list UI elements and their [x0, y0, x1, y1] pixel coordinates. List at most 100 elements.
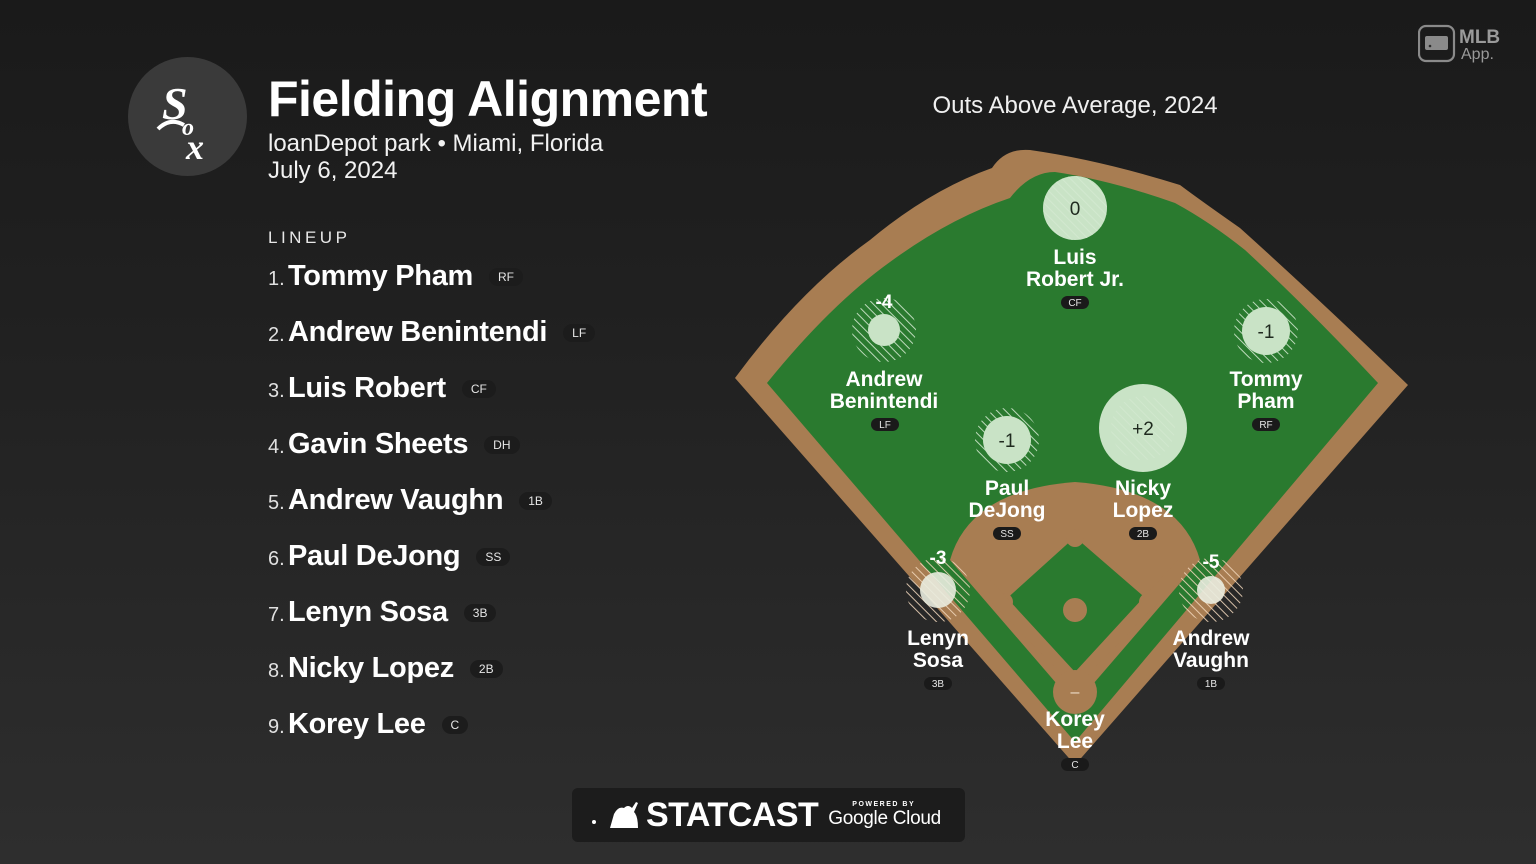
batting-order: 5.: [268, 492, 285, 514]
field-title: Outs Above Average, 2024: [932, 92, 1218, 119]
batting-order: 3.: [268, 380, 285, 402]
fielder-name-2: Lee: [1057, 730, 1093, 753]
player-name: Tommy Pham: [288, 260, 474, 292]
team-logo: S o x: [128, 57, 247, 176]
position-badge: RF: [1259, 420, 1272, 431]
batting-order: 8.: [268, 660, 285, 682]
fielder-name-2: Pham: [1237, 390, 1294, 413]
outfield-grass: [767, 172, 1378, 742]
player-name: Korey Lee: [288, 708, 426, 740]
oaa-value: +2: [1132, 419, 1154, 440]
svg-text:MLB: MLB: [1459, 27, 1500, 48]
powered-by-label: POWERED BY: [852, 800, 916, 808]
position-badge: SS: [476, 548, 511, 566]
svg-text:o: o: [182, 115, 194, 141]
mlb-batter-icon: [610, 802, 638, 828]
statcast-badge: STATCAST POWERED BY Google Cloud: [572, 788, 965, 842]
batting-order: 7.: [268, 604, 285, 626]
lineup-item: 2. Andrew Benintendi LF: [268, 316, 596, 372]
oaa-value: -1: [1258, 322, 1275, 343]
fielder-name-1: Luis: [1053, 246, 1096, 269]
position-badge: SS: [1000, 529, 1014, 540]
lineup-item: 7. Lenyn Sosa 3B: [268, 596, 595, 652]
batting-order: 4.: [268, 436, 285, 458]
position-badge: DH: [484, 436, 520, 454]
position-badge: 1B: [519, 492, 552, 510]
google-cloud-label: Google Cloud: [828, 807, 941, 829]
fielder-name-2: Lopez: [1113, 499, 1174, 522]
oaa-value: 0: [1070, 199, 1081, 220]
lineup-item: 5. Andrew Vaughn 1B: [268, 484, 595, 540]
white-sox-logo-icon: S o x: [156, 78, 204, 167]
fielder-name-1: Paul: [985, 477, 1029, 500]
oaa-value: -3: [930, 548, 947, 569]
svg-text:App.: App.: [1461, 46, 1494, 63]
fielder-name-1: Andrew: [845, 368, 923, 391]
fielder-name-2: Robert Jr.: [1026, 268, 1124, 291]
player-name: Paul DeJong: [288, 540, 461, 572]
venue-text: loanDepot park • Miami, Florida: [268, 130, 604, 157]
oaa-value: -1: [999, 431, 1016, 452]
player-name: Luis Robert: [288, 372, 446, 404]
fielder-name-2: Sosa: [913, 649, 964, 672]
fielder-name-2: Vaughn: [1173, 649, 1249, 672]
position-badge: LF: [879, 420, 891, 431]
statcast-wordmark: STATCAST: [646, 795, 819, 834]
batting-order: 9.: [268, 716, 285, 738]
lineup-label: LINEUP: [268, 228, 351, 247]
position-badge: C: [1071, 760, 1078, 771]
fielder-name-1: Tommy: [1229, 368, 1302, 391]
mlb-app-badge[interactable]: MLB App.: [1417, 24, 1514, 64]
home-plate-circle: [1053, 670, 1097, 714]
fielder-c[interactable]: – Korey Lee C: [1045, 684, 1105, 771]
lineup-item: 4. Gavin Sheets DH: [268, 428, 595, 484]
lineup-item: 8. Nicky Lopez 2B: [268, 652, 595, 708]
batting-order: 6.: [268, 548, 285, 570]
fielder-name-2: Benintendi: [830, 390, 939, 413]
fielder-name-1: Andrew: [1172, 627, 1250, 650]
position-badge: C: [441, 716, 469, 734]
position-badge: CF: [1068, 298, 1081, 309]
game-date: July 6, 2024: [268, 157, 398, 184]
oaa-value: –: [1071, 684, 1080, 701]
fielder-3b[interactable]: -3 Lenyn Sosa 3B: [906, 548, 970, 690]
fielder-name-1: Nicky: [1115, 477, 1171, 500]
svg-text:x: x: [185, 127, 204, 167]
oaa-value: -4: [876, 292, 893, 313]
fielder-name-1: Korey: [1045, 708, 1105, 731]
position-badge: 2B: [469, 660, 503, 678]
fielder-cf[interactable]: 0 Luis Robert Jr. CF: [1026, 176, 1124, 309]
player-name: Andrew Benintendi: [288, 316, 548, 348]
fielder-ss[interactable]: -1 Paul DeJong SS: [968, 408, 1046, 540]
batting-order: 2.: [268, 324, 285, 346]
lineup-item: 6. Paul DeJong SS: [268, 540, 595, 596]
position-badge: 1B: [1205, 679, 1218, 690]
pitchers-mound: [1063, 598, 1087, 622]
position-badge: LF: [563, 324, 596, 342]
fielder-lf[interactable]: -4 Andrew Benintendi LF: [830, 292, 939, 431]
batting-order: 1.: [268, 268, 285, 290]
lineup-list: 1. Tommy Pham RF 2. Andrew Benintendi LF…: [268, 260, 596, 764]
player-name: Andrew Vaughn: [288, 484, 504, 516]
fielder-name-1: Lenyn: [907, 627, 969, 650]
fielder-name-2: DeJong: [968, 499, 1045, 522]
position-badge: 3B: [463, 604, 497, 622]
position-badge: 3B: [932, 679, 945, 690]
page-title: Fielding Alignment: [268, 71, 708, 127]
position-badge: CF: [461, 380, 496, 398]
lineup-item: 3. Luis Robert CF: [268, 372, 595, 428]
lineup-item: 9. Korey Lee C: [268, 708, 595, 764]
fielder-2b[interactable]: +2 Nicky Lopez 2B: [1099, 384, 1187, 540]
powered-by: POWERED BY Google Cloud: [828, 801, 941, 830]
fielder-rf[interactable]: -1 Tommy Pham RF: [1229, 299, 1303, 431]
lineup-item: 1. Tommy Pham RF: [268, 260, 595, 316]
mlb-logo-icon: [1417, 24, 1456, 63]
dot-icon: [592, 820, 596, 824]
fielder-1b[interactable]: -5 Andrew Vaughn 1B: [1172, 552, 1250, 690]
player-name: Nicky Lopez: [288, 652, 454, 684]
player-name: Lenyn Sosa: [288, 596, 448, 628]
position-badge: RF: [489, 268, 524, 286]
oaa-value: -5: [1203, 552, 1220, 573]
player-name: Gavin Sheets: [288, 428, 469, 460]
